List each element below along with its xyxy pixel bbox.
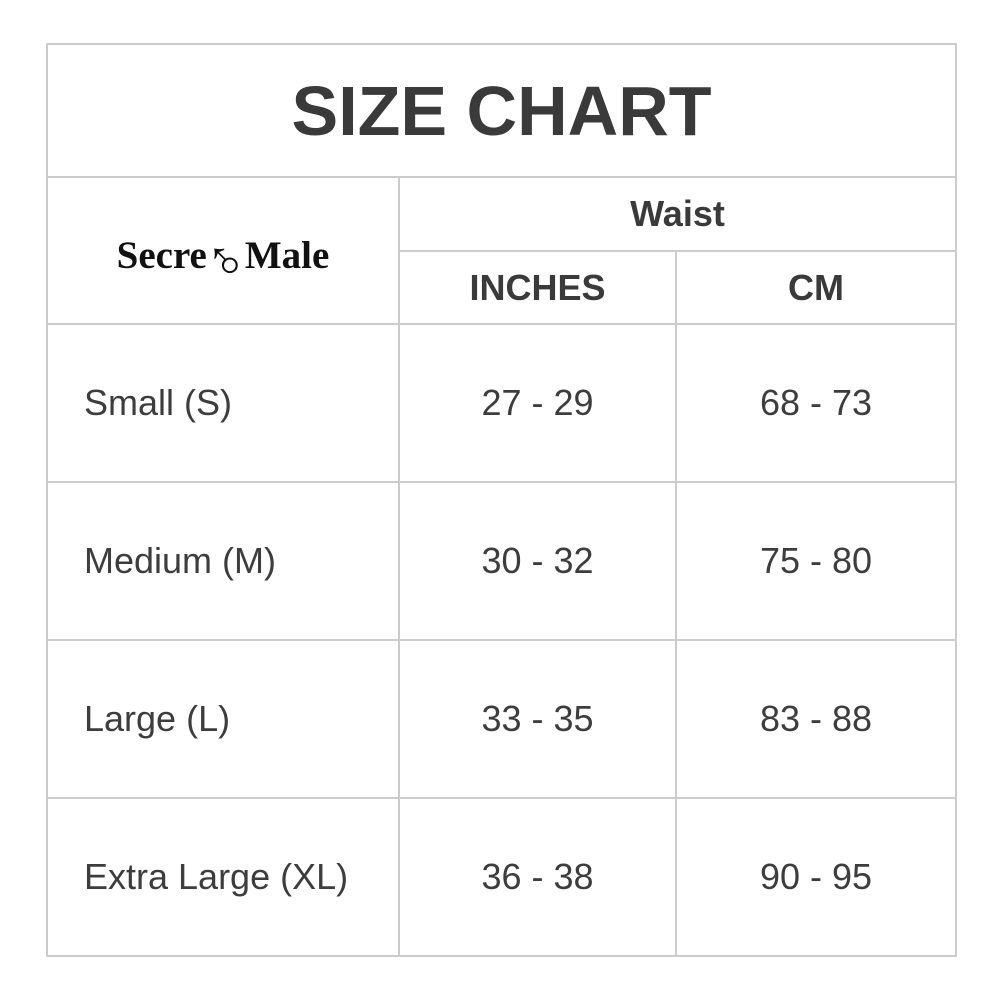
- cm-value: 75 - 80: [674, 481, 958, 641]
- table-row-extra-large: Extra Large (XL) 36 - 38 90 - 95: [46, 797, 958, 957]
- logo-prefix: Secre: [116, 233, 207, 277]
- title-row: SIZE CHART: [45, 43, 958, 178]
- inches-value: 33 - 35: [398, 639, 677, 799]
- page-title: SIZE CHART: [45, 43, 958, 178]
- cm-value: 83 - 88: [674, 639, 958, 799]
- logo-suffix: Male: [244, 233, 330, 277]
- cm-value: 90 - 95: [674, 797, 958, 957]
- table-row-small: Small (S) 27 - 29 68 - 73: [46, 323, 958, 483]
- inches-value: 30 - 32: [398, 481, 677, 641]
- size-label: Small (S): [46, 323, 400, 483]
- size-chart-table: SIZE CHART Secre♂Male Waist INCHES CM Sm…: [45, 43, 958, 957]
- header-units-row: INCHES CM: [47, 250, 958, 325]
- inches-value: 27 - 29: [398, 323, 677, 483]
- inches-value: 36 - 38: [398, 797, 677, 957]
- brand-logo-text: Secre♂Male: [116, 230, 330, 293]
- size-label: Extra Large (XL): [46, 797, 400, 957]
- size-label: Large (L): [46, 639, 400, 799]
- table-row-large: Large (L) 33 - 35 83 - 88: [46, 639, 958, 799]
- waist-group-header: Waist: [397, 176, 958, 252]
- header-group-row: Secre♂Male Waist: [46, 176, 958, 325]
- inches-column-header: INCHES: [398, 250, 677, 325]
- cm-column-header: CM: [674, 250, 958, 325]
- brand-logo: Secre♂Male: [46, 176, 400, 325]
- table-row-medium: Medium (M) 30 - 32 75 - 80: [46, 481, 958, 641]
- size-label: Medium (M): [46, 481, 400, 641]
- cm-value: 68 - 73: [674, 323, 958, 483]
